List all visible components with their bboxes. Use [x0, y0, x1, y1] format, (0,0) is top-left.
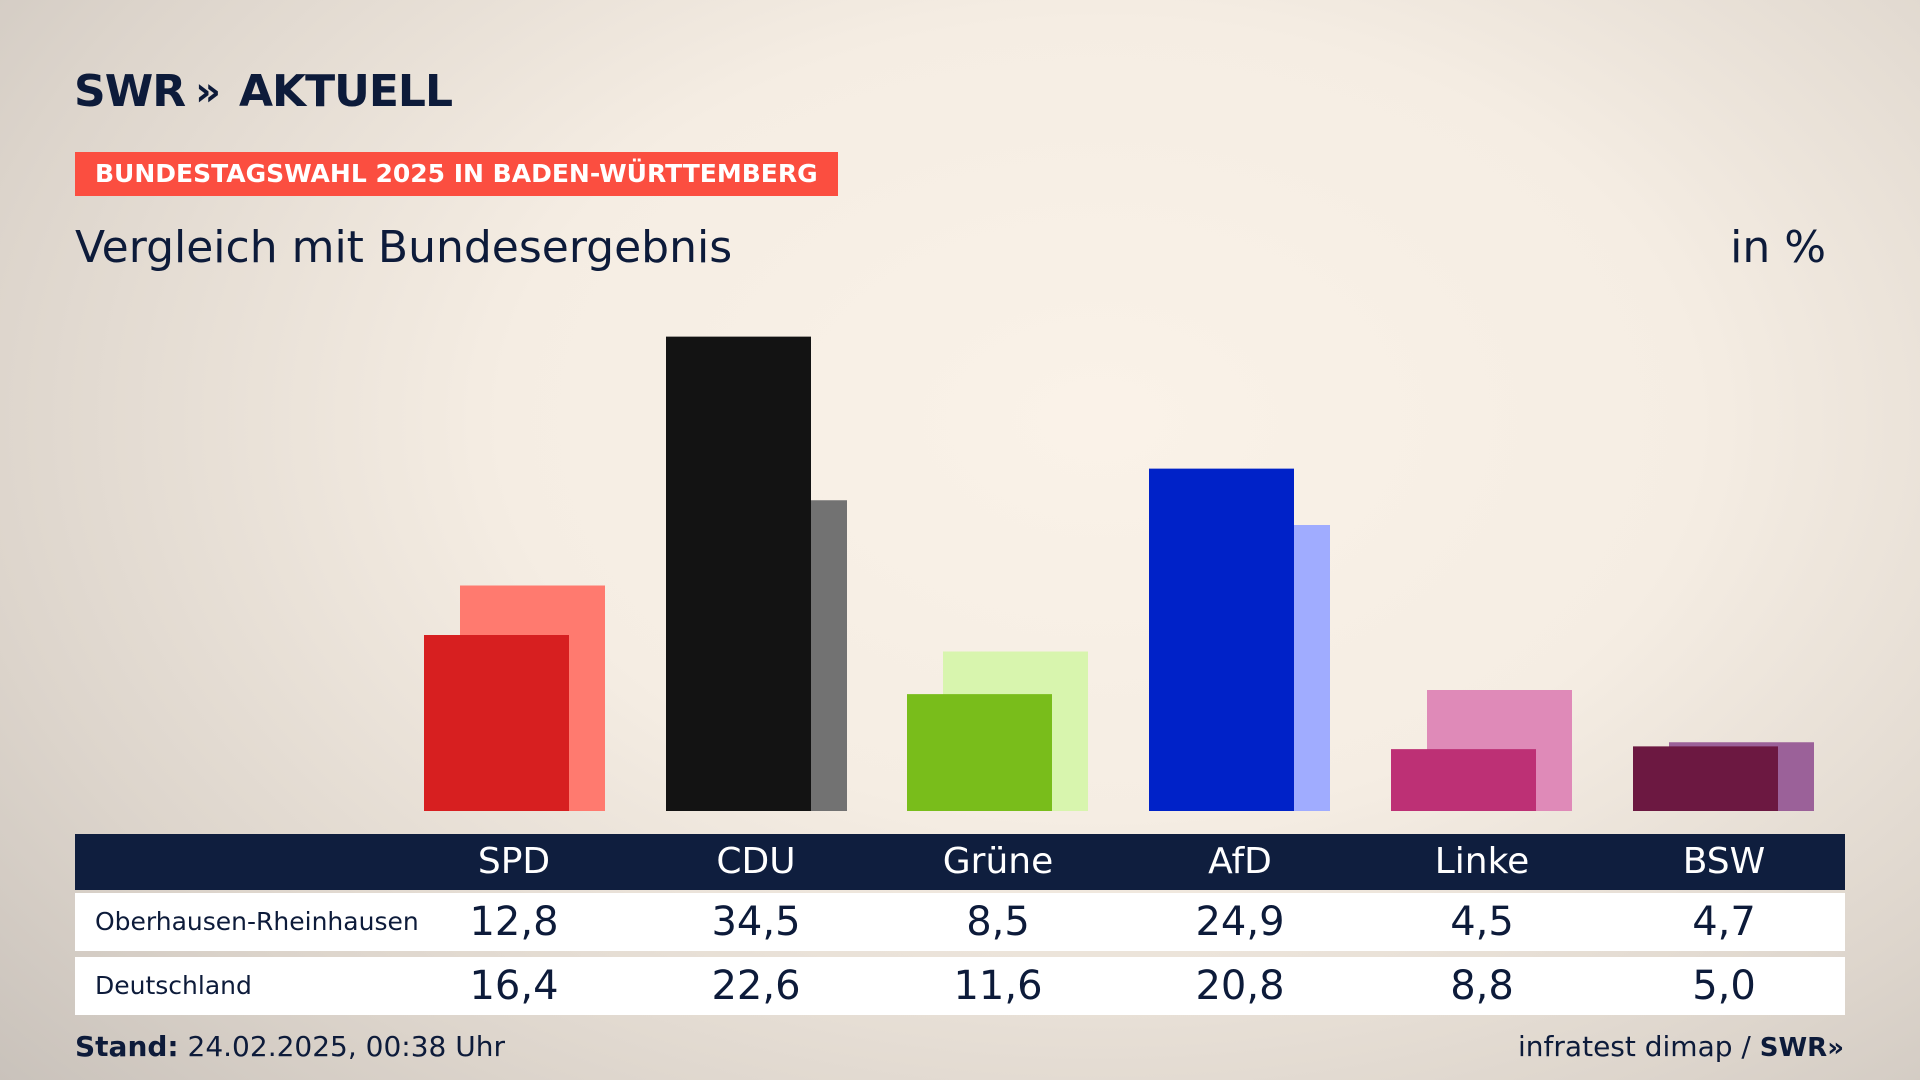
- table-cell: 12,8: [469, 899, 559, 945]
- table-cell: 5,0: [1692, 963, 1756, 1009]
- bar-oberhausen-afd: [1149, 468, 1294, 811]
- chart-subtitle: Vergleich mit Bundesergebnis: [75, 222, 733, 273]
- table-cell: 22,6: [711, 963, 801, 1009]
- table-cell: 8,8: [1450, 963, 1514, 1009]
- bar-oberhausen-cdu: [666, 336, 811, 811]
- bar-oberhausen-spd: [424, 635, 569, 811]
- table-cell: 4,5: [1450, 899, 1514, 945]
- stand-value: 24.02.2025, 00:38 Uhr: [187, 1030, 505, 1063]
- table-cell: 16,4: [469, 963, 559, 1009]
- table-cell: 20,8: [1195, 963, 1285, 1009]
- table-cell: 11,6: [953, 963, 1043, 1009]
- table-cell: 24,9: [1195, 899, 1285, 945]
- stand-label: Stand:: [75, 1030, 179, 1063]
- table-row: Deutschland 16,4 22,6 11,6 20,8 8,8 5,0: [75, 957, 1845, 1015]
- header-party: Grüne: [942, 841, 1054, 882]
- table-row: Oberhausen-Rheinhausen 12,8 34,5 8,5 24,…: [75, 893, 1845, 951]
- table-cell: 34,5: [711, 899, 801, 945]
- row-label: Oberhausen-Rheinhausen: [95, 907, 419, 936]
- unit-label: in %: [1730, 222, 1826, 273]
- timestamp: Stand: 24.02.2025, 00:38 Uhr: [75, 1030, 505, 1063]
- swr-mini-logo: SWR»: [1759, 1033, 1844, 1063]
- header-party: SPD: [477, 841, 551, 882]
- bar-oberhausen-linke: [1391, 749, 1536, 811]
- header-party: BSW: [1682, 841, 1766, 882]
- source-credit: infratest dimap / SWR»: [1518, 1030, 1844, 1063]
- header-party: CDU: [716, 841, 796, 882]
- bar-oberhausen-grüne: [907, 694, 1052, 811]
- header-party: AfD: [1208, 841, 1272, 882]
- logo-swr-text: SWR: [74, 66, 186, 117]
- election-banner: BUNDESTAGSWAHL 2025 IN BADEN-WÜRTTEMBERG: [75, 152, 838, 196]
- table-cell: 4,7: [1692, 899, 1756, 945]
- table-cell: 8,5: [966, 899, 1030, 945]
- logo-aktuell-text: AKTUELL: [238, 66, 453, 117]
- row-label: Deutschland: [95, 971, 252, 1000]
- source-text: infratest dimap /: [1518, 1030, 1751, 1063]
- header-party: Linke: [1434, 841, 1530, 882]
- table-header: SPD CDU Grüne AfD Linke BSW: [75, 834, 1845, 890]
- swr-aktuell-logo: SWR » AKTUELL: [74, 66, 453, 117]
- bar-oberhausen-bsw: [1633, 746, 1778, 811]
